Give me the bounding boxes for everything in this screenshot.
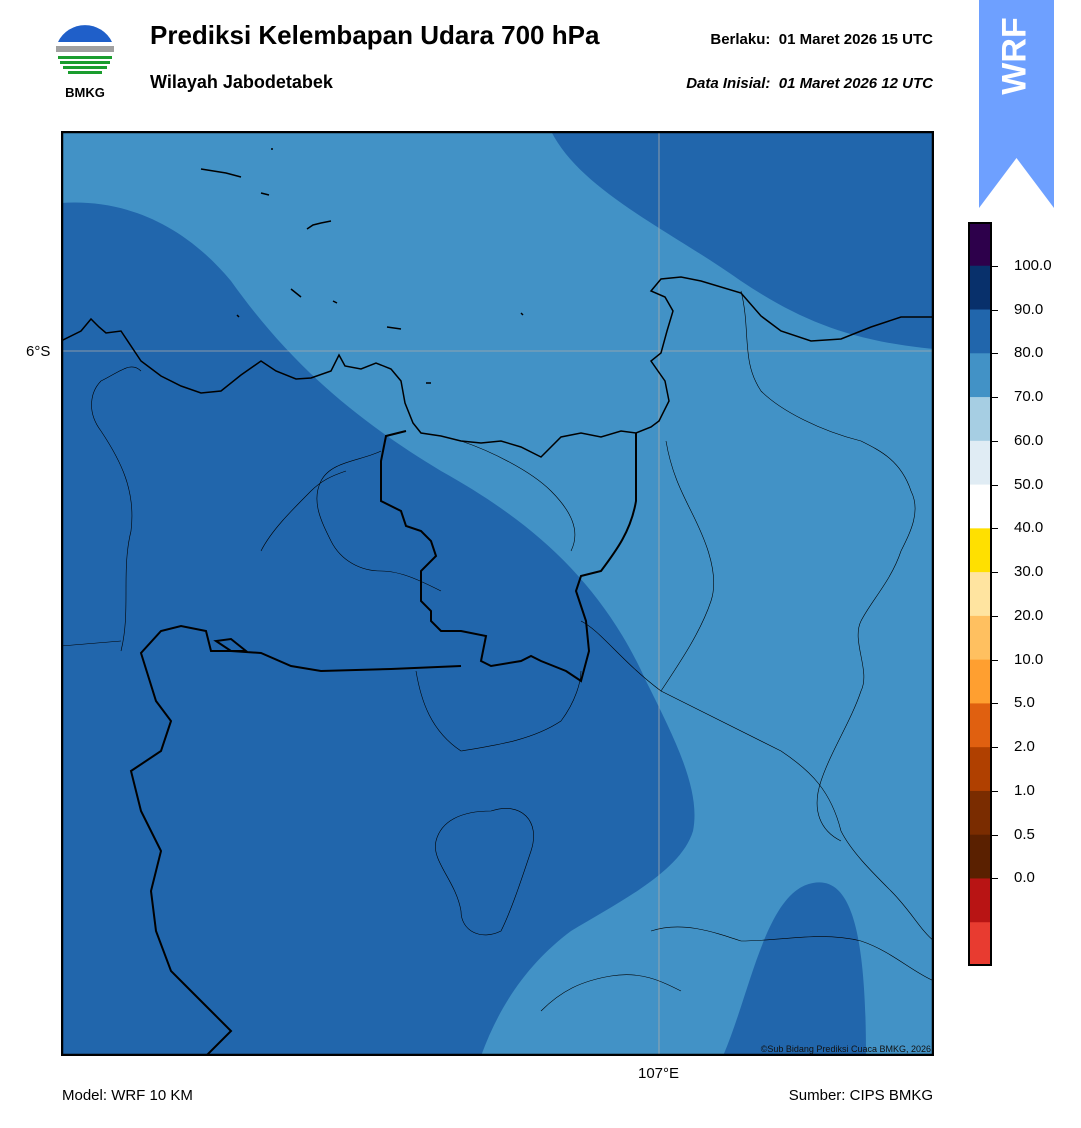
- colorbar-tick-label: 20.0: [1014, 606, 1044, 624]
- colorbar-tick-label: 10.0: [1014, 650, 1044, 668]
- colorbar-tick: [992, 309, 998, 311]
- logo-text: BMKG: [65, 85, 105, 100]
- humidity-80-90-region-se: [723, 882, 866, 1056]
- colorbar-segment: [968, 878, 992, 923]
- colorbar-segment: [968, 265, 992, 311]
- colorbar-tick: [992, 484, 998, 486]
- colorbar-tick: [992, 397, 998, 399]
- colorbar-tick-label: 30.0: [1014, 563, 1044, 581]
- map-frame: [61, 131, 934, 1056]
- wrf-badge-text: WRF: [995, 17, 1033, 94]
- regency-boundaries: [61, 290, 934, 1012]
- colorbar-tick-label: 90.0: [1014, 300, 1044, 318]
- colorbar-segment: [968, 703, 992, 748]
- wrf-badge-shape: [979, 0, 1054, 208]
- colorbar-tick: [992, 615, 998, 617]
- model-info: Model: WRF 10 KM: [62, 1087, 193, 1104]
- province-boundary: [380, 430, 637, 683]
- colorbar-segment: [968, 659, 992, 705]
- colorbar-tick: [992, 440, 998, 442]
- longitude-label: 107°E: [638, 1065, 680, 1082]
- colorbar-segment: [968, 922, 992, 966]
- thousand-islands: [200, 148, 524, 384]
- colorbar-segment: [968, 440, 992, 486]
- colorbar: [968, 222, 992, 966]
- colorbar-segment: [968, 484, 992, 529]
- colorbar-tick-label: 0.0: [1014, 869, 1035, 887]
- valid-time: Berlaku: 01 Maret 2026 15 UTC: [710, 31, 933, 48]
- bmkg-logo-icon: [55, 22, 115, 82]
- colorbar-tick: [992, 878, 998, 880]
- colorbar-tick-label: 0.5: [1014, 825, 1035, 843]
- valid-time-value: 01 Maret 2026 15 UTC: [778, 31, 933, 48]
- source-info: Sumber: CIPS BMKG: [788, 1087, 933, 1104]
- province-boundary: [129, 624, 462, 1056]
- colorbar-tick: [992, 834, 998, 836]
- colorbar-segment: [968, 222, 992, 267]
- colorbar-tick-label: 5.0: [1014, 694, 1035, 712]
- init-time: Data Inisial: 01 Maret 2026 12 UTC: [686, 75, 933, 92]
- valid-label: Berlaku:: [710, 31, 771, 48]
- init-time-value: 01 Maret 2026 12 UTC: [778, 75, 933, 92]
- colorbar-segment: [968, 834, 992, 880]
- page-title: Prediksi Kelembapan Udara 700 hPa: [150, 20, 600, 50]
- colorbar-tick-label: 40.0: [1014, 519, 1044, 537]
- colorbar-tick-label: 2.0: [1014, 738, 1035, 756]
- humidity-80-90-region-ne: [551, 131, 934, 349]
- colorbar-tick: [992, 353, 998, 355]
- colorbar-segment: [968, 397, 992, 442]
- init-label: Data Inisial:: [686, 75, 771, 92]
- colorbar-tick-label: 60.0: [1014, 431, 1044, 449]
- colorbar-segment: [968, 309, 992, 354]
- colorbar-tick: [992, 703, 998, 705]
- colorbar-segment: [968, 353, 992, 398]
- colorbar-tick-label: 70.0: [1014, 388, 1044, 406]
- colorbar-tick-label: 80.0: [1014, 344, 1044, 362]
- page-subtitle: Wilayah Jabodetabek: [150, 72, 333, 92]
- colorbar-tick-label: 100.0: [1014, 256, 1052, 274]
- colorbar-tick-label: 1.0: [1014, 781, 1035, 799]
- colorbar-tick: [992, 528, 998, 530]
- colorbar-segment: [968, 572, 992, 617]
- colorbar-tick: [992, 747, 998, 749]
- coastline: [61, 276, 934, 458]
- colorbar-tick-label: 50.0: [1014, 475, 1044, 493]
- colorbar-tick: [992, 659, 998, 661]
- colorbar-tick: [992, 265, 998, 267]
- colorbar-segment: [968, 615, 992, 661]
- colorbar-segment: [968, 747, 992, 792]
- colorbar-tick: [992, 790, 998, 792]
- colorbar-segment: [968, 528, 992, 573]
- humidity-80-90-region-sw: [61, 202, 695, 1056]
- copyright-text: ©Sub Bidang Prediksi Cuaca BMKG, 2026: [760, 1044, 931, 1054]
- wrf-badge: WRF: [979, 0, 1054, 208]
- colorbar-tick: [992, 572, 998, 574]
- latitude-label: 6°S: [26, 343, 51, 360]
- humidity-map: [61, 131, 934, 1056]
- colorbar-segment: [968, 790, 992, 836]
